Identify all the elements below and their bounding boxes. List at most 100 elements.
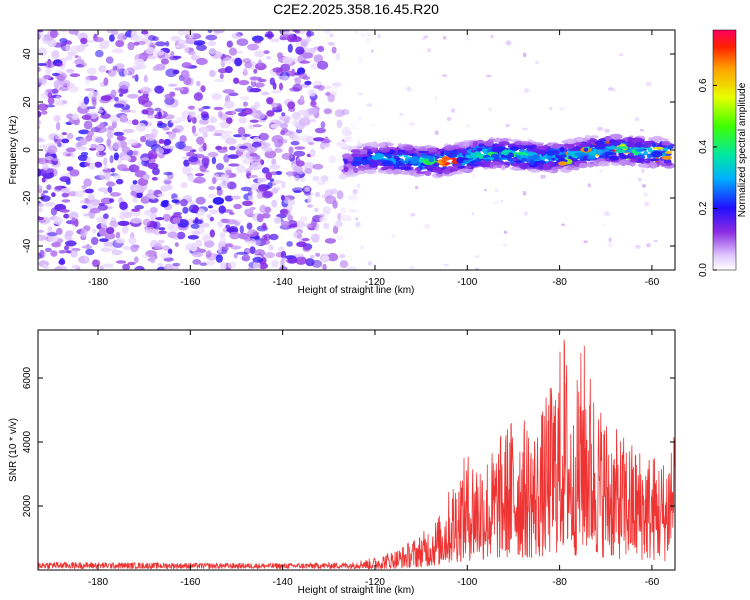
noise-blob	[88, 162, 96, 170]
noise-blob	[199, 165, 207, 172]
noise-blob	[228, 163, 240, 167]
noise-speckle	[446, 117, 452, 121]
signal-blob	[443, 145, 455, 151]
noise-blob	[304, 80, 312, 86]
noise-blob	[134, 63, 146, 70]
noise-blob	[305, 136, 318, 143]
noise-blob	[106, 138, 112, 148]
noise-blob	[38, 115, 40, 121]
noise-blob	[89, 207, 101, 214]
noise-blob	[196, 80, 201, 87]
noise-blob	[30, 207, 34, 212]
signal-blob	[428, 156, 435, 163]
noise-blob	[236, 251, 248, 255]
noise-blob	[182, 206, 189, 214]
noise-blob	[98, 65, 107, 73]
noise-blob	[39, 144, 48, 148]
y-tick-label: 6000	[22, 366, 33, 389]
noise-speckle	[645, 81, 652, 87]
noise-blob	[105, 181, 116, 187]
noise-blob	[99, 122, 105, 130]
noise-blob	[112, 65, 118, 71]
noise-blob	[80, 37, 88, 45]
noise-blob	[55, 95, 61, 100]
noise-blob	[38, 103, 48, 111]
noise-blob	[78, 129, 90, 135]
noise-blob	[109, 192, 122, 197]
signal-blob	[650, 151, 663, 158]
noise-blob	[168, 131, 176, 140]
noise-blob	[340, 214, 352, 222]
colorbar-gradient	[712, 29, 737, 271]
noise-blob	[47, 226, 53, 231]
noise-blob	[187, 174, 195, 182]
noise-blob	[117, 164, 128, 172]
y-tick-label: 0	[22, 147, 33, 153]
noise-blob	[38, 184, 43, 190]
signal-blob	[659, 162, 667, 166]
noise-speckle	[377, 34, 382, 39]
noise-blob	[280, 220, 290, 228]
noise-blob	[126, 156, 132, 162]
noise-blob	[23, 69, 33, 76]
signal-blob	[595, 149, 604, 156]
noise-blob	[249, 88, 262, 93]
noise-blob	[47, 38, 57, 48]
signal-blob	[513, 141, 523, 145]
noise-blob	[269, 164, 281, 170]
noise-speckle	[602, 224, 607, 227]
noise-blob	[295, 46, 305, 55]
noise-blob	[46, 89, 58, 93]
noise-blob	[158, 227, 166, 231]
signal-blob	[360, 159, 368, 166]
noise-blob	[41, 110, 48, 115]
noise-blob	[247, 229, 258, 237]
noise-blob	[51, 242, 61, 248]
noise-blob	[255, 62, 267, 71]
noise-blob	[142, 53, 149, 60]
signal-blob	[589, 161, 594, 165]
signal-blob	[558, 161, 568, 166]
signal-blob	[424, 170, 432, 176]
y-tick-label: 4000	[22, 430, 33, 453]
noise-blob	[313, 54, 324, 63]
snr-panel: -180 -160 -140 -120 -100 -80 -60 200040006000 …	[8, 329, 676, 596]
noise-blob	[83, 213, 89, 217]
noise-blob	[207, 193, 217, 199]
noise-blob	[280, 194, 285, 201]
noise-blob	[127, 41, 135, 51]
noise-blob	[264, 150, 277, 159]
noise-speckle	[422, 37, 426, 41]
noise-blob	[38, 234, 47, 241]
x-tick-label: -80	[552, 577, 567, 588]
noise-blob	[61, 138, 70, 144]
signal-blob	[484, 158, 491, 162]
signal-blob	[651, 142, 656, 148]
noise-blob	[168, 83, 178, 87]
noise-blob	[99, 238, 109, 243]
noise-speckle	[535, 60, 539, 65]
noise-blob	[53, 185, 63, 192]
noise-blob	[217, 220, 224, 228]
noise-blob	[324, 92, 330, 96]
noise-blob	[296, 233, 303, 240]
snr-y-label: SNR (10 * v/v)	[8, 418, 19, 482]
noise-blob	[150, 254, 156, 264]
noise-blob	[169, 55, 180, 61]
noise-blob	[85, 199, 91, 205]
noise-blob	[118, 81, 131, 90]
noise-blob	[193, 133, 199, 137]
signal-blob	[456, 156, 464, 164]
noise-blob	[299, 38, 309, 42]
noise-blob	[197, 126, 210, 134]
noise-blob	[23, 175, 28, 178]
noise-blob	[223, 130, 233, 135]
noise-blob	[100, 247, 112, 253]
noise-blob	[54, 134, 65, 140]
noise-blob	[160, 200, 169, 208]
noise-blob	[123, 211, 133, 219]
noise-blob	[246, 222, 253, 230]
noise-blob	[126, 93, 139, 99]
noise-blob	[117, 220, 130, 226]
signal-blob	[481, 148, 488, 153]
